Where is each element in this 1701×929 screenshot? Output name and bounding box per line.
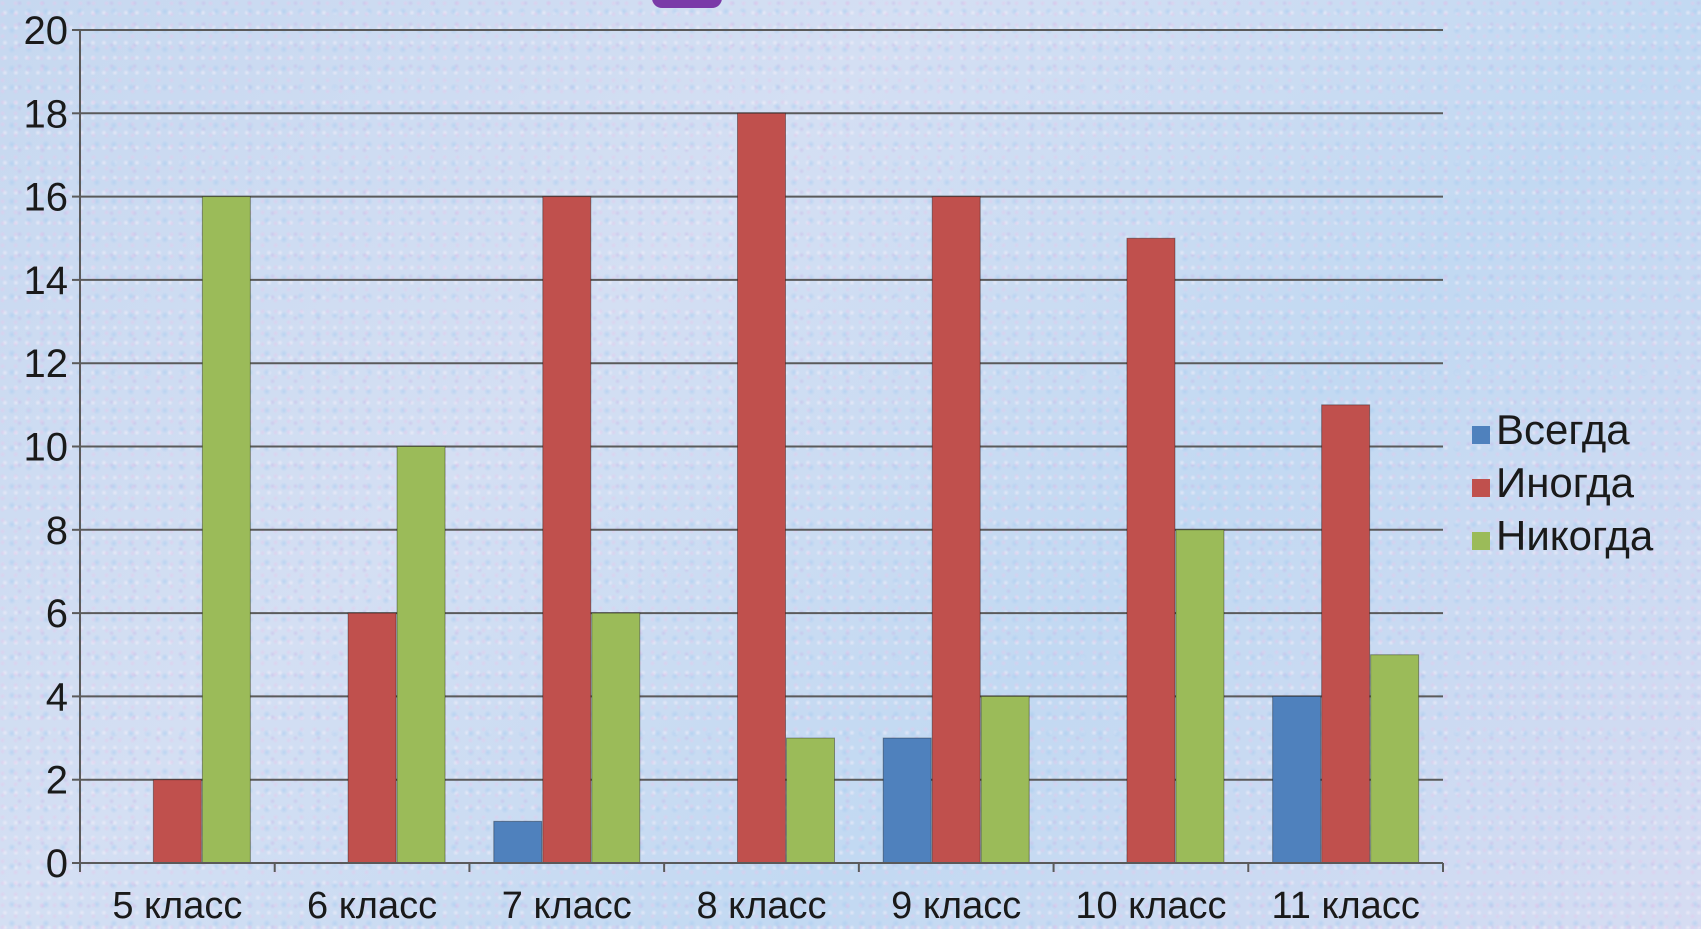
legend-label: Иногда	[1496, 459, 1635, 506]
legend-swatch-Иногда	[1472, 479, 1490, 497]
bar-Иногда-11 класс	[1321, 404, 1371, 864]
y-tick-label: 4	[46, 675, 68, 719]
legend-swatch-Всегда	[1472, 426, 1490, 444]
bar-Никогда-7 класс	[591, 612, 641, 864]
x-category-label: 8 класс	[696, 885, 826, 927]
bars	[152, 112, 1420, 864]
bar-Иногда-7 класс	[542, 196, 592, 864]
legend: Всегда Иногда Никогда	[1472, 406, 1654, 559]
bar-Никогда-10 класс	[1175, 529, 1225, 864]
bar-Всегда-9 класс	[882, 737, 932, 864]
legend-label: Никогда	[1496, 512, 1654, 559]
bar-Никогда-11 класс	[1370, 654, 1420, 864]
axes	[79, 30, 1444, 872]
bar-Иногда-9 класс	[931, 196, 981, 864]
y-tick-label: 16	[24, 176, 69, 220]
legend-swatch-Никогда	[1472, 532, 1490, 550]
bar-Иногда-8 класс	[737, 112, 786, 864]
y-tick-label: 12	[24, 342, 69, 386]
x-category-label: 6 класс	[307, 885, 437, 927]
y-tick-label: 14	[24, 259, 69, 303]
x-category-label: 7 класс	[502, 885, 632, 927]
bar-Никогда-5 класс	[201, 196, 251, 864]
bar-Иногда-6 класс	[347, 612, 397, 864]
y-tick-label: 6	[46, 592, 68, 636]
bar-Никогда-9 класс	[980, 695, 1030, 864]
x-axis-labels: 5 класс 6 класс 7 класс 8 класс 9 класс 10 кл…	[112, 885, 1420, 927]
bar-Никогда-8 класс	[786, 737, 835, 864]
bar-Никогда-6 класс	[396, 446, 446, 864]
y-tick-label: 18	[24, 92, 69, 136]
y-axis-labels: 0 2 4 6 8 10 12 14 16 18 20	[24, 9, 69, 886]
bar-Всегда-7 класс	[493, 820, 543, 864]
x-category-label: 11 класс	[1271, 885, 1419, 927]
title-fragment	[652, 0, 722, 8]
bar-Всегда-11 класс	[1272, 695, 1322, 864]
y-tick-label: 20	[24, 9, 69, 53]
bar-Иногда-5 класс	[152, 779, 202, 864]
bar-Иногда-10 класс	[1126, 237, 1176, 864]
y-tick-label: 2	[46, 759, 68, 803]
x-category-label: 5 класс	[112, 885, 242, 927]
legend-label: Всегда	[1496, 406, 1630, 453]
y-tick-label: 0	[46, 842, 68, 886]
y-tick-label: 8	[46, 509, 68, 553]
x-category-label: 10 класс	[1075, 885, 1226, 927]
x-category-label: 9 класс	[891, 885, 1021, 927]
y-tick-label: 10	[24, 426, 69, 470]
